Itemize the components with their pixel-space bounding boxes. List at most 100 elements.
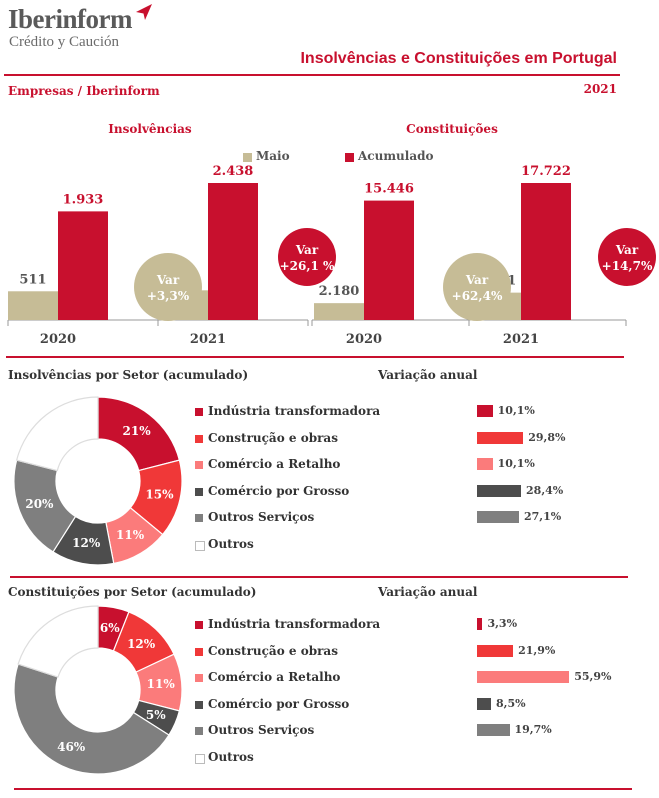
constituicoes-legend-label-comercio_retalho: Comércio a Retalho — [208, 670, 341, 684]
insolvencias-category-2021: 2021 — [190, 332, 226, 347]
constituicoes-bar-label-acumulado-2021: 17.722 — [521, 164, 571, 179]
insolvencias-variation-bar-outros_servicos — [477, 511, 519, 523]
insolvencias-slice-label-outros_servicos: 20% — [25, 497, 54, 511]
insolvencias-chart-title: Insolvências — [108, 122, 192, 136]
constituicoes-legend-swatch-outros — [195, 753, 205, 764]
insolvencias-var-bubble-acumulado — [278, 228, 336, 286]
constituicoes-variation-bar-industria — [477, 618, 483, 630]
insolvencias-legend-label-comercio_retalho: Comércio a Retalho — [208, 457, 341, 471]
insolvencias-bar-acumulado-2020 — [58, 211, 108, 320]
constituicoes-variation-bar-comercio_grosso — [477, 697, 492, 710]
constituicoes-bar-acumulado-2020 — [364, 200, 414, 320]
logo-name: Iberinform — [8, 4, 132, 34]
constituicoes-legend-label-outros: Outros — [208, 749, 254, 764]
insolvencias-legend-label-outros_servicos: Outros Serviços — [208, 510, 315, 524]
insolvencias-var-label-maio: Var — [156, 273, 180, 287]
insolvencias-variation-label-comercio_grosso: 28,4% — [526, 483, 564, 497]
insolvencias-legend-swatch-construcao — [195, 434, 203, 443]
insolvencias-var-bubble-maio — [134, 253, 202, 321]
constituicoes-variation-label-comercio_grosso: 8,5% — [496, 696, 526, 710]
constituicoes-bar-maio-2020 — [314, 303, 364, 320]
insolvencias-donut: 21% 15% 11% 12% 20% — [13, 396, 183, 566]
constituicoes-bar-acumulado-2021 — [521, 183, 571, 320]
constituicoes-slice-label-outros_servicos: 46% — [57, 740, 86, 754]
insolvencias-variation-label-outros_servicos: 27,1% — [524, 510, 562, 523]
constituicoes-slice-label-comercio_retalho: 11% — [147, 677, 176, 691]
legend-acumulado-label: Acumulado — [358, 149, 434, 163]
insolvencias-legend-swatch-outros_servicos — [195, 514, 203, 522]
insolvencias-legend-label-comercio_grosso: Comércio por Grosso — [208, 483, 350, 498]
insolvencias-variation-label-construcao: 29,8% — [528, 430, 566, 444]
constituicoes-var-value-acumulado: +14,7% — [602, 259, 653, 273]
constituicoes-slice-label-industria: 6% — [100, 621, 120, 635]
insolvencias-var-value-acumulado: +26,1 % — [280, 259, 335, 273]
insolvencias-variation-label-industria: 10,1% — [497, 404, 535, 417]
insolvencias-setor-title: Insolvências por Setor (acumulado) — [8, 368, 249, 382]
constituicoes-legend-label-construcao: Construção e obras — [208, 643, 338, 658]
insolvencias-bar-maio-2020 — [8, 291, 58, 320]
constituicoes-donut: 6% 12% 11% 5% 46% — [13, 605, 183, 775]
legend-acumulado-swatch — [345, 153, 354, 162]
constituicoes-variation-bar-outros_servicos — [477, 724, 510, 736]
constituicoes-var-label-maio: Var — [465, 273, 489, 287]
insolvencias-legend-label-construcao: Construção e obras — [208, 430, 338, 445]
legend-maio-label: Maio — [256, 149, 290, 163]
insolvencias-bar-label-acumulado-2021: 2.438 — [213, 164, 254, 179]
logo-arrow-icon — [136, 4, 152, 20]
insolvencias-variation-bar-construcao — [477, 431, 524, 444]
constituicoes-var-bubble-acumulado — [598, 228, 656, 286]
insolvencias-legend-swatch-industria — [195, 408, 203, 416]
constituicoes-legend-label-comercio_grosso: Comércio por Grosso — [208, 696, 350, 711]
constituicoes-var-label-acumulado: Var — [615, 243, 639, 257]
section-divider-3 — [14, 788, 632, 790]
page-subtitle: Empresas / Iberinform — [8, 84, 160, 98]
insolvencias-bar-label-maio-2020: 511 — [19, 272, 46, 287]
insolvencias-variation-bar-comercio_grosso — [477, 484, 522, 497]
constituicoes-legend-swatch-construcao — [195, 647, 203, 656]
constituicoes-legend-swatch-comercio_retalho — [195, 674, 203, 682]
insolvencias-bar-acumulado-2021 — [208, 183, 258, 320]
logo-subtitle: Crédito y Caución — [9, 34, 119, 50]
insolvencias-slice-label-comercio_retalho: 11% — [116, 528, 145, 542]
insolvencias-legend-label-industria: Indústria transformadora — [208, 404, 381, 418]
insolvencias-variation-bar-comercio_retalho — [477, 458, 493, 470]
page-year: 2021 — [583, 82, 617, 96]
constituicoes-variation-label-construcao: 21,9% — [518, 643, 556, 657]
constituicoes-legend-swatch-outros_servicos — [195, 727, 203, 735]
page-title: Insolvências e Constituições em Portugal — [300, 50, 617, 67]
section-divider-2 — [10, 576, 628, 578]
bar-charts: 5111.93320205282.4382021Var+3,3%Var+26,1… — [7, 164, 656, 347]
insolvencias-variation-label-comercio_retalho: 10,1% — [497, 457, 535, 470]
insolvencias-legend-swatch-comercio_retalho — [195, 461, 203, 469]
constituicoes-slice-label-comercio_grosso: 5% — [146, 708, 166, 722]
insolvencias-legend-swatch-outros — [195, 540, 205, 551]
legend-maio-swatch — [243, 153, 252, 162]
constituicoes-variation-label-industria: 3,3% — [487, 617, 518, 630]
constituicoes-variation-bar-construcao — [477, 644, 514, 657]
constituicoes-chart-title: Constituições — [406, 122, 498, 136]
insolvencias-slice-outros — [15, 396, 99, 472]
constituicoes-bar-label-maio-2020: 2.180 — [319, 284, 360, 299]
constituicoes-variation-label-outros_servicos: 19,7% — [514, 723, 552, 736]
constituicoes-slice-label-construcao: 12% — [127, 637, 156, 651]
insolvencias-var-value-maio: +3,3% — [147, 289, 190, 303]
constituicoes-slice-outros — [17, 605, 99, 678]
section-divider-1 — [6, 356, 624, 358]
constituicoes-var-bubble-maio — [443, 253, 511, 321]
header-divider — [4, 74, 620, 76]
constituicoes-variacao-title: Variação anual — [378, 585, 478, 599]
insolvencias-legend-label-outros: Outros — [208, 536, 254, 551]
insolvencias-variation-bar-industria — [477, 405, 493, 417]
insolvencias-slice-label-construcao: 15% — [145, 488, 174, 502]
insolvencias-legend-swatch-comercio_grosso — [195, 487, 203, 496]
insolvencias-variacao-title: Variação anual — [378, 368, 478, 382]
constituicoes-bar-label-acumulado-2020: 15.446 — [364, 182, 414, 197]
constituicoes-legend-label-industria: Indústria transformadora — [208, 617, 381, 631]
constituicoes-category-2020: 2020 — [346, 332, 382, 347]
constituicoes-category-2021: 2021 — [503, 332, 539, 347]
insolvencias-category-2020: 2020 — [40, 332, 76, 347]
insolvencias-slice-label-industria: 21% — [123, 424, 152, 438]
insolvencias-slice-label-comercio_grosso: 12% — [72, 536, 101, 550]
constituicoes-legend-swatch-industria — [195, 621, 203, 629]
insolvencias-bar-label-acumulado-2020: 1.933 — [63, 192, 104, 207]
